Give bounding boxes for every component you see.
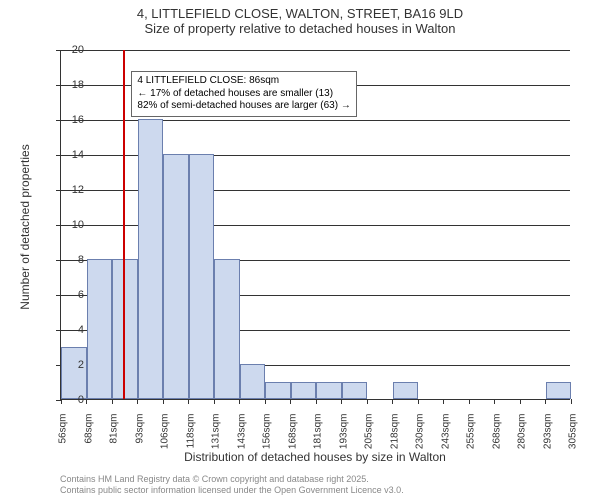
histogram-bar [393, 382, 419, 400]
y-axis-title: Number of detached properties [18, 127, 32, 327]
xtick-label: 268sqm [491, 414, 502, 464]
xtick-label: 93sqm [134, 414, 145, 464]
xtick-label: 218sqm [389, 414, 400, 464]
xtick-label: 131sqm [211, 414, 222, 464]
xtick-label: 106sqm [160, 414, 171, 464]
xtick-label: 305sqm [568, 414, 579, 464]
annotation-line-1: 4 LITTLEFIELD CLOSE: 86sqm [137, 75, 350, 88]
xtick-mark [137, 399, 138, 404]
annotation-line-2: ← 17% of detached houses are smaller (13… [137, 88, 350, 101]
xtick-label: 118sqm [185, 414, 196, 464]
histogram-bar [61, 347, 87, 400]
xtick-mark [290, 399, 291, 404]
footer-attribution: Contains HM Land Registry data © Crown c… [60, 474, 404, 496]
annotation-line-3: 82% of semi-detached houses are larger (… [137, 100, 350, 113]
chart-container: 4, LITTLEFIELD CLOSE, WALTON, STREET, BA… [0, 0, 600, 500]
xtick-label: 205sqm [364, 414, 375, 464]
xtick-mark [188, 399, 189, 404]
xtick-label: 68sqm [83, 414, 94, 464]
histogram-bar [291, 382, 317, 400]
ytick-label: 16 [54, 114, 84, 126]
histogram-bar [189, 154, 215, 399]
title-line-1: 4, LITTLEFIELD CLOSE, WALTON, STREET, BA… [0, 6, 600, 21]
xtick-mark [520, 399, 521, 404]
xtick-mark [239, 399, 240, 404]
xtick-mark [214, 399, 215, 404]
xtick-label: 193sqm [338, 414, 349, 464]
histogram-bar [214, 259, 240, 399]
histogram-bar [163, 154, 189, 399]
ytick-label: 4 [54, 324, 84, 336]
xtick-mark [112, 399, 113, 404]
ytick-label: 10 [54, 219, 84, 231]
title-line-2: Size of property relative to detached ho… [0, 21, 600, 36]
xtick-mark [392, 399, 393, 404]
ytick-label: 18 [54, 79, 84, 91]
xtick-mark [265, 399, 266, 404]
footer-line-2: Contains public sector information licen… [60, 485, 404, 496]
xtick-label: 181sqm [313, 414, 324, 464]
ytick-label: 20 [54, 44, 84, 56]
chart-area: 4 LITTLEFIELD CLOSE: 86sqm ← 17% of deta… [60, 50, 570, 400]
xtick-mark [86, 399, 87, 404]
reference-line [123, 50, 125, 399]
histogram-bar [342, 382, 368, 400]
xtick-label: 230sqm [415, 414, 426, 464]
xtick-label: 280sqm [517, 414, 528, 464]
xtick-label: 156sqm [262, 414, 273, 464]
histogram-bar [546, 382, 572, 400]
title-block: 4, LITTLEFIELD CLOSE, WALTON, STREET, BA… [0, 0, 600, 38]
histogram-bar [87, 259, 113, 399]
xtick-label: 168sqm [287, 414, 298, 464]
xtick-mark [367, 399, 368, 404]
xtick-mark [316, 399, 317, 404]
xtick-mark [469, 399, 470, 404]
ytick-label: 2 [54, 359, 84, 371]
xtick-label: 56sqm [58, 414, 69, 464]
annotation-box: 4 LITTLEFIELD CLOSE: 86sqm ← 17% of deta… [131, 71, 356, 117]
histogram-bar [265, 382, 291, 400]
xtick-mark [341, 399, 342, 404]
xtick-label: 81sqm [109, 414, 120, 464]
xtick-label: 143sqm [236, 414, 247, 464]
ytick-label: 8 [54, 254, 84, 266]
histogram-bar [138, 119, 164, 399]
footer-line-1: Contains HM Land Registry data © Crown c… [60, 474, 404, 485]
ytick-label: 0 [54, 394, 84, 406]
ytick-label: 14 [54, 149, 84, 161]
xtick-mark [494, 399, 495, 404]
xtick-mark [443, 399, 444, 404]
ytick-label: 12 [54, 184, 84, 196]
xtick-mark [163, 399, 164, 404]
ytick-label: 6 [54, 289, 84, 301]
histogram-bar [316, 382, 342, 400]
xtick-label: 255sqm [466, 414, 477, 464]
xtick-label: 243sqm [440, 414, 451, 464]
xtick-mark [571, 399, 572, 404]
xtick-mark [418, 399, 419, 404]
gridline [61, 50, 570, 51]
xtick-mark [545, 399, 546, 404]
xtick-label: 293sqm [542, 414, 553, 464]
histogram-bar [240, 364, 266, 399]
